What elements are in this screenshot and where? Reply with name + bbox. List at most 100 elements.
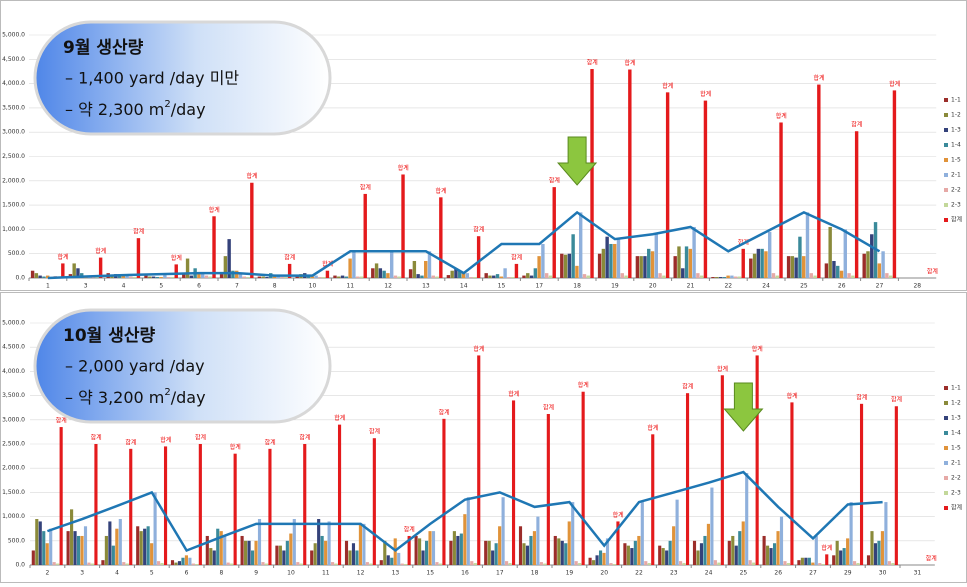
bar — [414, 535, 418, 565]
legend-label: 1-4 — [951, 142, 961, 149]
legend-marker — [944, 203, 948, 207]
bar — [839, 270, 844, 278]
bar — [463, 514, 467, 565]
bar — [104, 535, 108, 565]
bar — [809, 273, 813, 278]
bar — [508, 563, 512, 565]
bar — [70, 509, 74, 565]
x-tick-label: 11 — [346, 283, 354, 290]
bar — [824, 263, 829, 278]
bar — [247, 540, 251, 565]
bar — [473, 563, 477, 565]
bar — [76, 535, 81, 565]
legend-marker — [944, 446, 948, 450]
bar — [543, 563, 547, 565]
bar — [143, 528, 147, 565]
sum-label: 합계 — [404, 525, 415, 533]
bar — [358, 523, 362, 565]
bar — [129, 448, 133, 565]
sum-label: 합계 — [813, 74, 824, 82]
bar — [223, 256, 228, 278]
x-tick-label: 23 — [670, 570, 678, 577]
bar — [665, 550, 669, 565]
bar — [148, 276, 152, 278]
bar — [727, 540, 731, 565]
bar — [355, 550, 359, 565]
bar — [310, 550, 314, 565]
bar — [191, 563, 195, 565]
bar — [846, 538, 850, 565]
bar — [355, 276, 360, 278]
bar — [738, 531, 742, 565]
bar — [121, 275, 126, 278]
bar — [752, 562, 756, 565]
bar — [407, 535, 411, 565]
bar — [734, 545, 738, 565]
bar — [717, 562, 721, 565]
bar — [672, 526, 676, 565]
bar — [337, 424, 342, 565]
y-tick-label: 3,500.0 — [2, 392, 25, 399]
sum-label: 합계 — [398, 164, 409, 172]
x-tick-label: 24 — [705, 570, 713, 577]
bar — [891, 563, 895, 565]
bar — [238, 273, 243, 278]
bar — [783, 561, 787, 565]
bar — [466, 497, 470, 565]
y-tick-label: 5,000.0 — [2, 32, 25, 39]
bar — [52, 562, 56, 565]
bar — [647, 563, 651, 565]
bar — [435, 562, 439, 565]
bar — [684, 246, 689, 278]
bar — [877, 540, 881, 565]
bar — [163, 274, 167, 278]
bar — [794, 257, 798, 278]
legend-marker — [944, 491, 948, 495]
bar — [327, 521, 331, 565]
bar — [317, 519, 321, 565]
bar — [473, 277, 477, 278]
bar — [223, 535, 227, 565]
bar — [484, 540, 488, 565]
bar — [365, 562, 369, 565]
bar — [643, 256, 647, 278]
bar — [628, 69, 632, 278]
legend-marker — [944, 188, 948, 192]
arrow — [723, 382, 764, 432]
bar — [46, 275, 50, 278]
bar — [382, 270, 386, 278]
bar — [208, 276, 212, 278]
bar — [352, 251, 356, 278]
bar — [264, 563, 269, 565]
bar — [313, 543, 317, 565]
y-tick-label: 4,500.0 — [2, 56, 25, 63]
bar — [427, 251, 432, 278]
sum-label: 합계 — [717, 365, 728, 373]
bar — [595, 555, 599, 565]
bar — [859, 403, 864, 565]
x-tick-label: 18 — [531, 570, 539, 577]
bar — [802, 256, 806, 278]
bar — [56, 563, 60, 565]
bar — [250, 182, 254, 278]
bar — [832, 555, 836, 565]
bar — [764, 251, 768, 278]
bar — [111, 545, 115, 565]
bar — [675, 499, 679, 565]
sum-label: 합계 — [91, 434, 102, 442]
bar — [711, 277, 715, 278]
bar — [836, 265, 840, 278]
sum-label: 합계 — [57, 253, 68, 261]
bar — [469, 277, 473, 278]
bar — [72, 263, 76, 278]
bar — [136, 238, 141, 278]
legend-label: 합계 — [951, 504, 962, 512]
bar — [226, 562, 230, 565]
bar — [536, 516, 540, 565]
box-text: /day — [171, 388, 206, 407]
legend-label: 1-1 — [951, 97, 961, 104]
x-tick-label: 4 — [122, 283, 126, 290]
box-text: – 약 2,300 m — [65, 100, 164, 119]
bar — [533, 268, 538, 278]
bar — [786, 256, 791, 278]
